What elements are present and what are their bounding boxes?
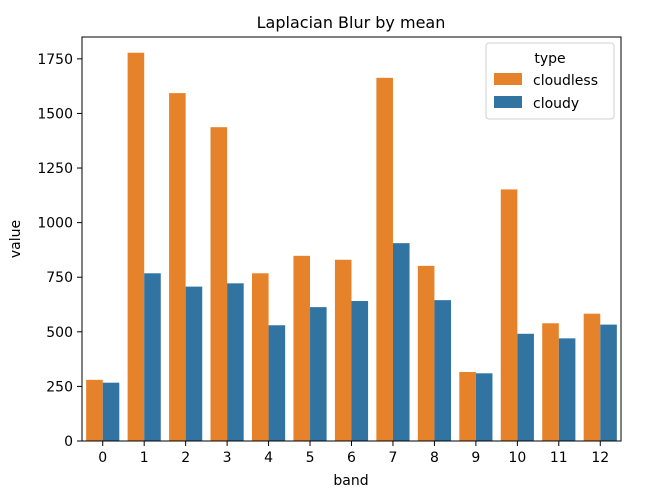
x-tick-label: 6 [347,450,356,466]
y-tick-label: 0 [64,434,73,450]
bar-cloudless-4 [251,273,269,441]
x-tick-label: 3 [223,450,232,466]
x-tick-label: 8 [430,450,439,466]
y-tick-label: 1000 [37,216,73,232]
chart-title: Laplacian Blur by mean [257,13,446,32]
bar-cloudless-1 [127,52,145,441]
bar-cloudy-7 [392,243,410,441]
bar-cloudless-10 [500,189,518,441]
bar-cloudless-0 [86,379,103,441]
bar-cloudless-6 [334,259,352,441]
y-tick-label: 500 [46,325,73,341]
y-tick-label: 250 [46,379,73,395]
bar-cloudy-6 [351,301,369,441]
x-tick-label: 12 [591,450,609,466]
legend-label-cloudless: cloudless [533,73,598,89]
bar-cloudless-9 [459,371,476,441]
bar-cloudless-2 [169,93,186,442]
bar-cloudy-4 [268,325,286,441]
x-tick-label: 10 [508,450,526,466]
bar-cloudless-8 [417,265,435,441]
x-tick-label: 1 [140,450,149,466]
bar-cloudless-3 [210,127,228,441]
legend-label-cloudy: cloudy [533,96,579,112]
x-axis-label: band [333,473,368,489]
bar-cloudy-12 [600,324,617,441]
x-axis-ticks: 0 1 2 3 4 5 6 7 8 9 10 11 12 [98,441,609,466]
y-axis-label: value [8,220,24,258]
bar-cloudy-5 [310,307,327,441]
x-tick-label: 11 [550,450,568,466]
legend: type cloudless cloudy [485,42,615,120]
plot-frame [81,36,622,442]
y-tick-label: 750 [46,270,73,286]
y-tick-label: 1750 [37,52,73,68]
bar-cloudy-0 [102,382,120,441]
x-tick-label: 4 [264,450,273,466]
legend-title: type [534,51,565,67]
bar-cloudy-3 [227,283,244,441]
x-tick-label: 0 [98,450,107,466]
legend-swatch-cloudless [494,73,522,85]
x-tick-label: 2 [181,450,190,466]
y-axis-ticks: 0 250 500 750 1000 1250 1500 1750 [37,52,82,450]
bar-cloudy-10 [517,333,534,441]
bar-cloudless-12 [583,313,601,441]
x-tick-label: 9 [471,450,480,466]
y-tick-label: 1500 [37,106,73,122]
y-tick-label: 1250 [37,161,73,177]
bar-cloudless-5 [293,255,311,441]
legend-swatch-cloudy [494,96,522,108]
bar-cloudy-2 [185,286,203,441]
x-tick-label: 5 [306,450,315,466]
bar-cloudy-8 [434,300,451,441]
bar-cloudy-1 [144,273,161,441]
bar-cloudless-7 [376,77,393,441]
bars-group [86,52,617,442]
bar-cloudy-9 [475,373,493,441]
x-tick-label: 7 [389,450,398,466]
bar-cloudy-11 [558,338,576,441]
bar-cloudless-11 [542,323,559,441]
